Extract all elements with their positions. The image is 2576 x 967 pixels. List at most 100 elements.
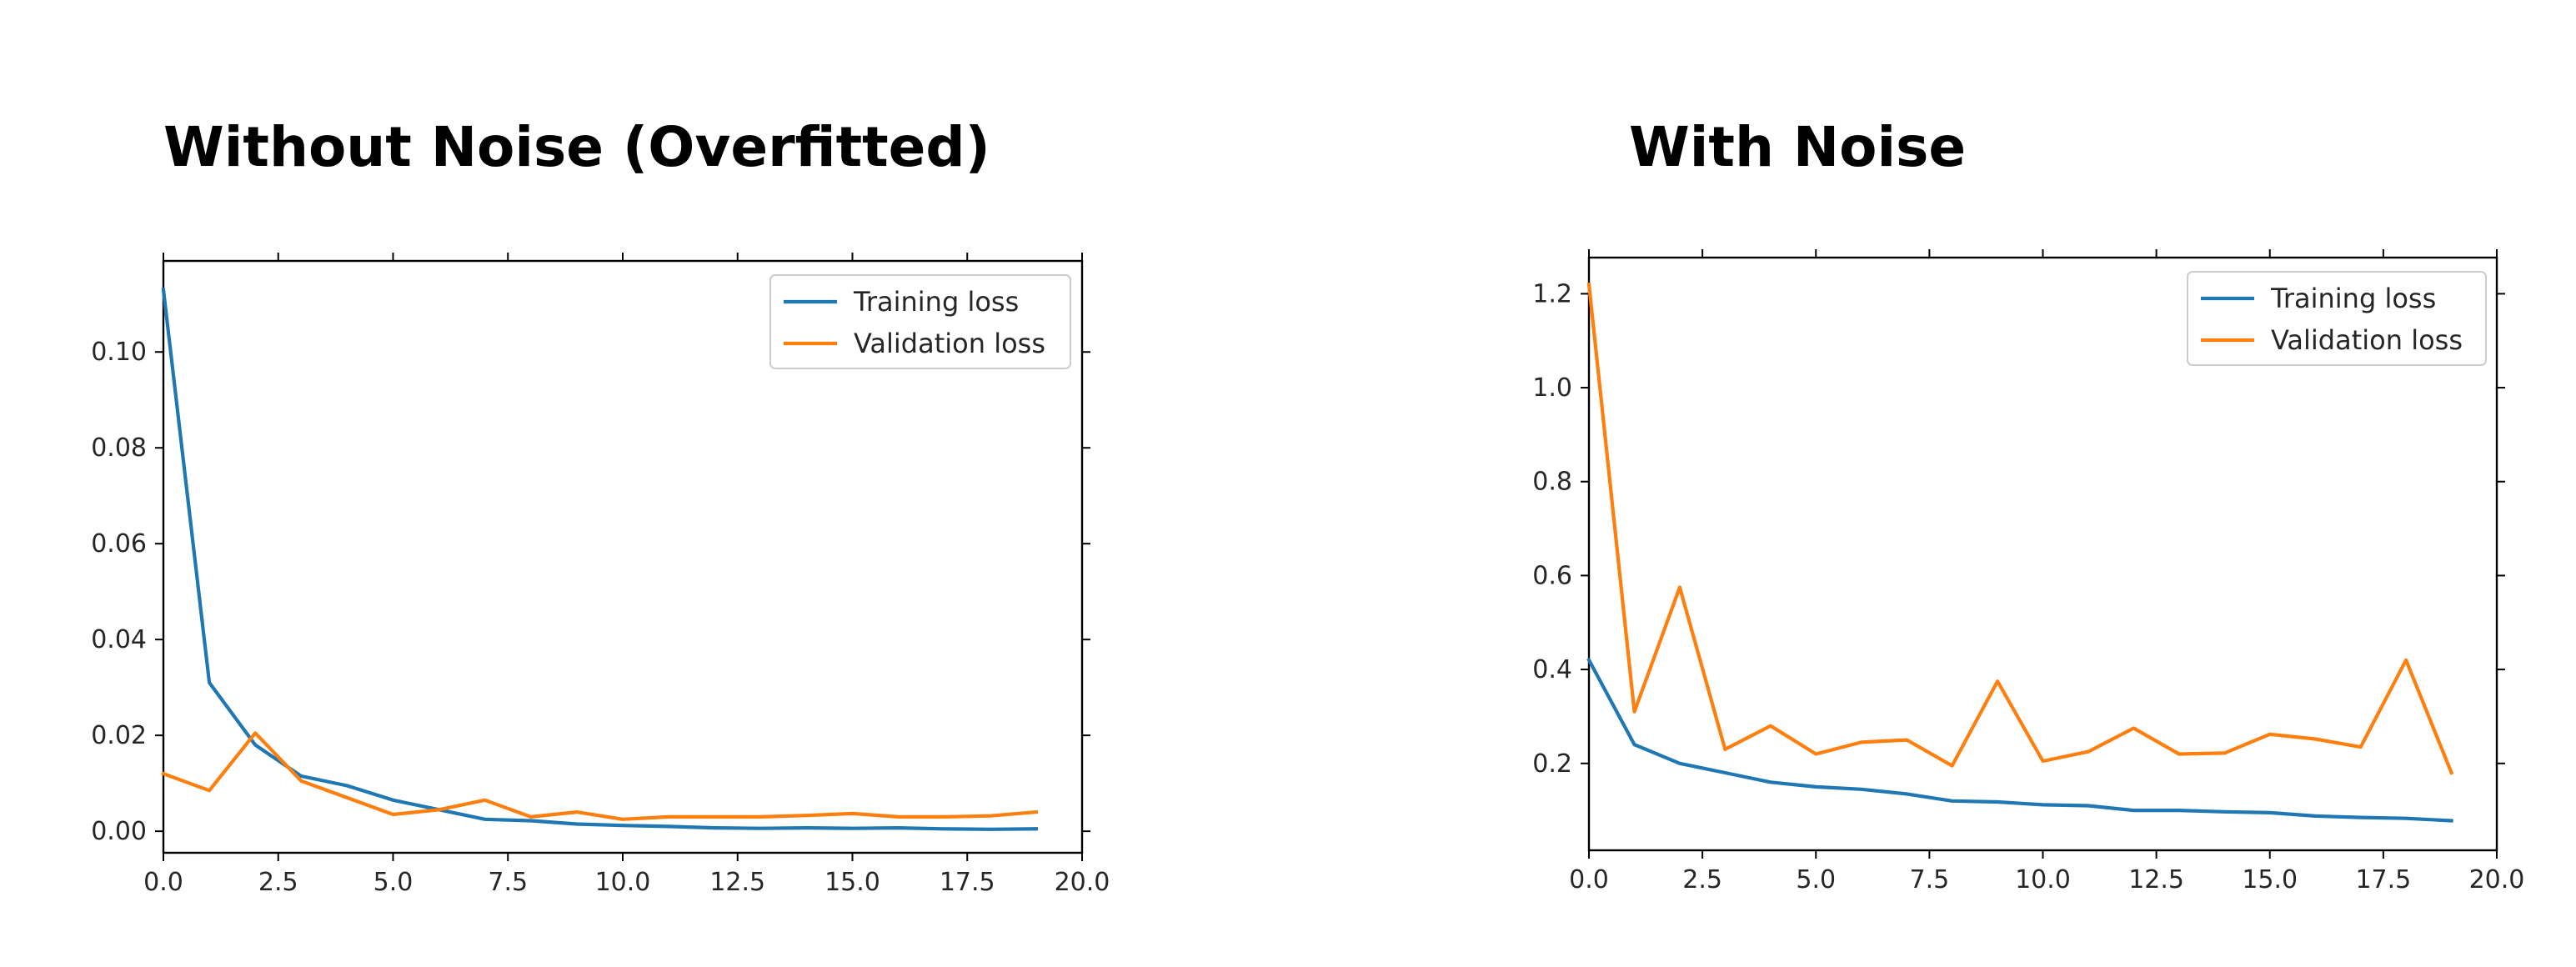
- validation-loss-point: [2404, 659, 2408, 662]
- validation-loss-point: [1905, 739, 1908, 742]
- legend-label-training-loss: Training loss: [2270, 283, 2436, 314]
- validation-loss-point: [2087, 750, 2090, 754]
- x-tick-label: 2.5: [258, 868, 298, 897]
- validation-loss-point: [484, 799, 487, 802]
- legend-box: [769, 274, 1071, 369]
- y-tick-label: 0.6: [1532, 561, 1572, 590]
- training-loss-point: [2450, 819, 2453, 823]
- y-tick-label: 0.02: [91, 721, 147, 750]
- training-loss-point: [713, 826, 716, 829]
- validation-loss-point: [1814, 753, 1817, 756]
- training-loss-point: [943, 827, 946, 830]
- x-tick-label: 20.0: [2469, 865, 2525, 894]
- x-tick-label: 10.0: [595, 868, 651, 897]
- validation-loss-point: [1951, 764, 1954, 768]
- training-loss-point: [575, 823, 579, 826]
- loss-chart-without-noise: 0.0 2.5 5.0 7.5 10.0 12.5 15.0 17.5 20.0 0.00 0.02…: [91, 253, 1110, 897]
- validation-loss-point: [897, 815, 900, 819]
- validation-loss-point: [1678, 586, 1681, 589]
- validation-loss-point: [1723, 748, 1727, 751]
- training-loss-point: [2132, 809, 2135, 812]
- validation-loss-point: [2268, 733, 2272, 736]
- validation-loss-point: [713, 815, 716, 819]
- validation-loss-point: [2178, 753, 2181, 756]
- validation-loss-point: [2359, 745, 2363, 749]
- validation-loss-point: [1632, 710, 1636, 714]
- validation-loss-point: [851, 812, 854, 815]
- validation-loss-point: [392, 813, 395, 816]
- training-loss-point: [989, 828, 992, 831]
- training-loss-point: [2042, 803, 2045, 806]
- y-tick-label: 1.2: [1532, 279, 1572, 308]
- legend-label-validation-loss: Validation loss: [854, 328, 1045, 359]
- validation-loss-line: [1586, 282, 2454, 775]
- validation-loss-point: [1996, 679, 1999, 683]
- validation-loss-point: [1860, 740, 1863, 744]
- validation-loss-point: [253, 731, 257, 734]
- validation-loss-point: [2042, 759, 2045, 763]
- training-loss-point: [2313, 814, 2317, 818]
- training-loss-point: [851, 827, 854, 830]
- validation-loss-point: [1587, 283, 1591, 286]
- x-tick-label: 7.5: [1910, 865, 1950, 894]
- training-loss-point: [2359, 816, 2363, 819]
- training-loss-point: [2087, 804, 2090, 807]
- training-loss-point: [1769, 780, 1772, 784]
- training-loss-point: [1632, 743, 1636, 746]
- training-loss-point: [162, 288, 165, 291]
- training-loss-point: [484, 818, 487, 821]
- validation-loss-line: [161, 731, 1039, 821]
- validation-loss-point: [759, 815, 762, 819]
- x-tick-label: 7.5: [488, 868, 528, 897]
- legend-label-validation-loss: Validation loss: [2271, 324, 2463, 356]
- training-loss-point: [667, 824, 670, 828]
- x-tick-label: 10.0: [2015, 865, 2071, 894]
- training-loss-point: [621, 824, 624, 827]
- y-tick-label: 0.06: [91, 529, 147, 559]
- training-loss-point: [1587, 659, 1591, 662]
- training-loss-line: [1586, 657, 2453, 823]
- validation-loss-point: [621, 818, 624, 821]
- training-loss-point: [897, 826, 900, 829]
- training-loss-point: [1951, 799, 1954, 803]
- x-tick-label: 2.5: [1682, 865, 1722, 894]
- loss-chart-with-noise: 0.0 2.5 5.0 7.5 10.0 12.5 15.0 17.5 20.0 0.2 0.4 0.…: [1532, 249, 2524, 894]
- validation-loss-point: [299, 779, 303, 783]
- training-loss-point: [2268, 811, 2272, 814]
- y-tick-label: 0.8: [1532, 468, 1572, 497]
- validation-loss-point: [345, 796, 348, 799]
- validation-loss-point: [1769, 724, 1772, 728]
- validation-loss-point: [2313, 737, 2317, 740]
- legend-label-training-loss: Training loss: [853, 286, 1019, 318]
- training-loss-point: [345, 784, 348, 788]
- y-tick-label: 0.04: [91, 625, 147, 654]
- validation-loss-point: [943, 815, 946, 819]
- training-loss-point: [529, 819, 533, 822]
- validation-loss-point: [667, 815, 670, 819]
- training-loss-point: [759, 827, 762, 830]
- y-tick-label: 0.2: [1532, 749, 1572, 779]
- validation-loss-point: [2223, 751, 2226, 754]
- x-tick-label: 15.0: [824, 868, 880, 897]
- validation-loss-point: [2450, 771, 2453, 774]
- validation-loss-point: [438, 808, 441, 811]
- y-tick-label: 0.08: [91, 433, 147, 463]
- chart-title-with-noise: With Noise: [1629, 115, 1967, 179]
- training-loss-point: [1723, 771, 1727, 774]
- chart-title-without-noise: Without Noise (Overfitted): [163, 115, 990, 179]
- y-tick-label: 1.0: [1532, 373, 1572, 403]
- training-loss-line: [161, 288, 1039, 831]
- training-loss-point: [2404, 817, 2408, 820]
- x-tick-label: 0.0: [143, 868, 183, 897]
- validation-loss-point: [2132, 727, 2135, 730]
- training-loss-point: [1678, 762, 1681, 765]
- legend-box: [2187, 271, 2487, 366]
- validation-loss-point: [162, 772, 165, 775]
- training-loss-point: [392, 799, 395, 802]
- y-tick-label: 0.00: [91, 817, 147, 846]
- x-tick-label: 17.5: [2355, 865, 2411, 894]
- x-tick-label: 5.0: [1796, 865, 1836, 894]
- x-tick-label: 20.0: [1055, 868, 1110, 897]
- validation-loss-point: [208, 789, 211, 792]
- training-loss-point: [1035, 827, 1038, 830]
